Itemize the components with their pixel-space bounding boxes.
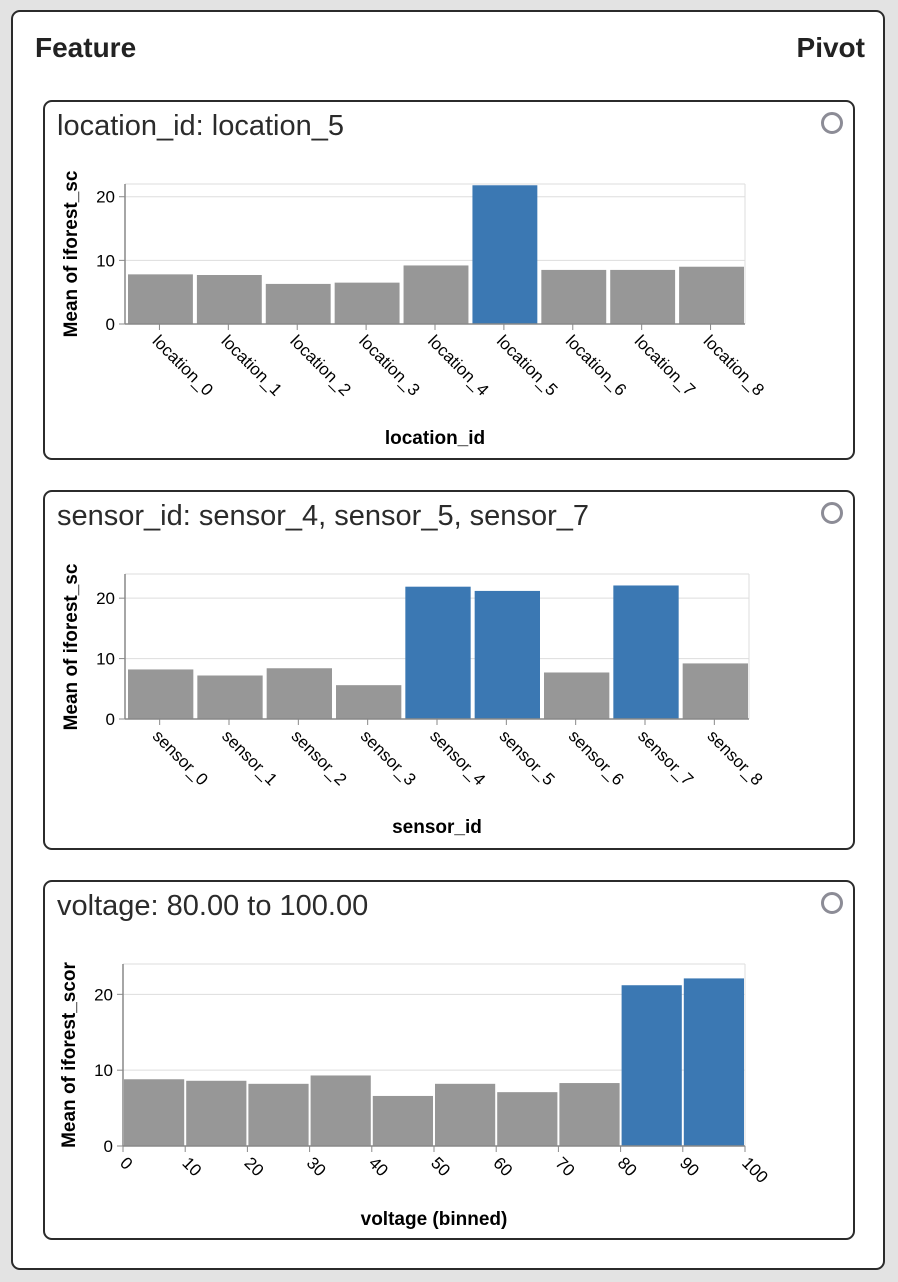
y-axis-title: Mean of iforest_scor (59, 961, 80, 1147)
voltage-histogram-chart: 0 10 20 30 40 50 60 70 80 90 100 0 10 20 Mean of ifore… (59, 961, 772, 1230)
bar-location_0 (128, 274, 193, 324)
x-tick-label: sensor_2 (288, 726, 351, 789)
bar-sensor_7 (613, 585, 679, 719)
x-axis-title: location_id (385, 428, 485, 449)
x-tick-label: sensor_7 (634, 726, 697, 789)
bar-location_3 (334, 282, 400, 324)
voltage-feature-card[interactable]: voltage: 80.00 to 100.00 0 10 20 30 40 50 60 70… (43, 880, 855, 1240)
card-title: location_id: location_5 (57, 110, 344, 142)
x-tick-label: location_1 (218, 331, 286, 399)
feature-header: Feature (35, 32, 137, 63)
y-tick-label: 0 (106, 315, 115, 334)
bar-location_5 (472, 185, 538, 324)
bar-sensor_5 (474, 590, 540, 719)
x-tick-label: location_7 (631, 331, 699, 399)
bar-bin-90-100 (683, 978, 744, 1146)
bar-location_2 (265, 283, 331, 324)
bar-sensor_1 (197, 675, 263, 719)
x-tick-label: 80 (614, 1153, 641, 1180)
location-feature-card[interactable]: location_id: location_5 location_0 locati… (43, 100, 855, 460)
x-tick-label: 50 (427, 1153, 454, 1180)
y-tick-label: 0 (104, 1137, 113, 1156)
bar-sensor_6 (544, 672, 610, 719)
pivot-radio-button[interactable] (821, 892, 843, 914)
y-axis-title: Mean of iforest_sc (61, 170, 82, 337)
x-tick-label: 70 (552, 1153, 579, 1180)
bar-sensor_4 (405, 586, 471, 719)
y-tick-label: 10 (96, 650, 115, 669)
pivot-radio-button[interactable] (821, 112, 843, 134)
bar-location_6 (541, 269, 607, 324)
x-tick-label: sensor_3 (357, 726, 420, 789)
x-axis-title: sensor_id (392, 817, 482, 838)
x-tick-label: location_2 (286, 331, 354, 399)
card-title: voltage: 80.00 to 100.00 (57, 890, 369, 922)
x-tick-label: location_3 (355, 331, 423, 399)
x-tick-label: sensor_0 (149, 726, 212, 789)
y-axis-title: Mean of iforest_sc (61, 563, 82, 730)
x-tick-label: sensor_4 (426, 726, 489, 789)
x-tick-label: sensor_6 (565, 726, 628, 789)
bar-bin-40-50 (372, 1095, 433, 1146)
x-tick-label: sensor_5 (496, 726, 559, 789)
x-tick-label: 90 (676, 1153, 703, 1180)
x-tick-label: 40 (365, 1153, 392, 1180)
bar-bin-70-80 (559, 1083, 620, 1146)
y-tick-label: 20 (96, 188, 115, 207)
bar-sensor_0 (128, 669, 194, 719)
bar-bin-50-60 (435, 1083, 496, 1146)
x-tick-label: 100 (738, 1153, 771, 1186)
sensor-feature-card[interactable]: sensor_id: sensor_4, sensor_5, sensor_7 … (43, 490, 855, 850)
pivot-radio-button[interactable] (821, 502, 843, 524)
bar-sensor_2 (266, 668, 332, 719)
x-tick-label: 60 (489, 1153, 516, 1180)
location-bar-chart: location_0 location_1 location_2 location_3… (61, 170, 768, 449)
y-tick-label: 0 (106, 710, 115, 729)
x-tick-label: 10 (178, 1153, 205, 1180)
bar-location_1 (196, 275, 262, 324)
x-tick-label: 30 (303, 1153, 330, 1180)
bar-location_8 (679, 266, 744, 324)
card-title: sensor_id: sensor_4, sensor_5, sensor_7 (57, 500, 589, 532)
y-tick-label: 20 (94, 985, 113, 1004)
x-tick-label: sensor_1 (218, 726, 281, 789)
y-tick-label: 10 (94, 1061, 113, 1080)
bar-bin-80-90 (621, 985, 682, 1146)
x-tick-label: sensor_8 (704, 726, 767, 789)
bar-bin-10-20 (186, 1080, 247, 1146)
bar-bin-30-40 (310, 1075, 371, 1146)
pivot-header: Pivot (796, 32, 865, 63)
x-tick-label: location_8 (700, 331, 768, 399)
x-tick-label: location_4 (424, 331, 492, 399)
x-tick-label: location_6 (562, 331, 630, 399)
x-tick-label: location_5 (493, 331, 561, 399)
x-tick-label: location_0 (149, 331, 217, 399)
x-axis-title: voltage (binned) (361, 1209, 508, 1230)
bar-sensor_8 (682, 663, 748, 719)
bar-bin-0-10 (124, 1079, 185, 1146)
bar-location_4 (403, 265, 469, 324)
y-tick-label: 10 (96, 251, 115, 270)
bar-location_7 (610, 269, 676, 324)
bar-bin-60-70 (497, 1092, 558, 1146)
x-tick-label: 20 (241, 1153, 268, 1180)
sensor-bar-chart: sensor_0 sensor_1 sensor_2 sensor_3 sensor_4… (61, 563, 767, 838)
y-tick-label: 20 (96, 589, 115, 608)
x-tick-label: 0 (116, 1153, 136, 1173)
bar-bin-20-30 (248, 1083, 309, 1146)
bar-sensor_3 (336, 685, 402, 719)
